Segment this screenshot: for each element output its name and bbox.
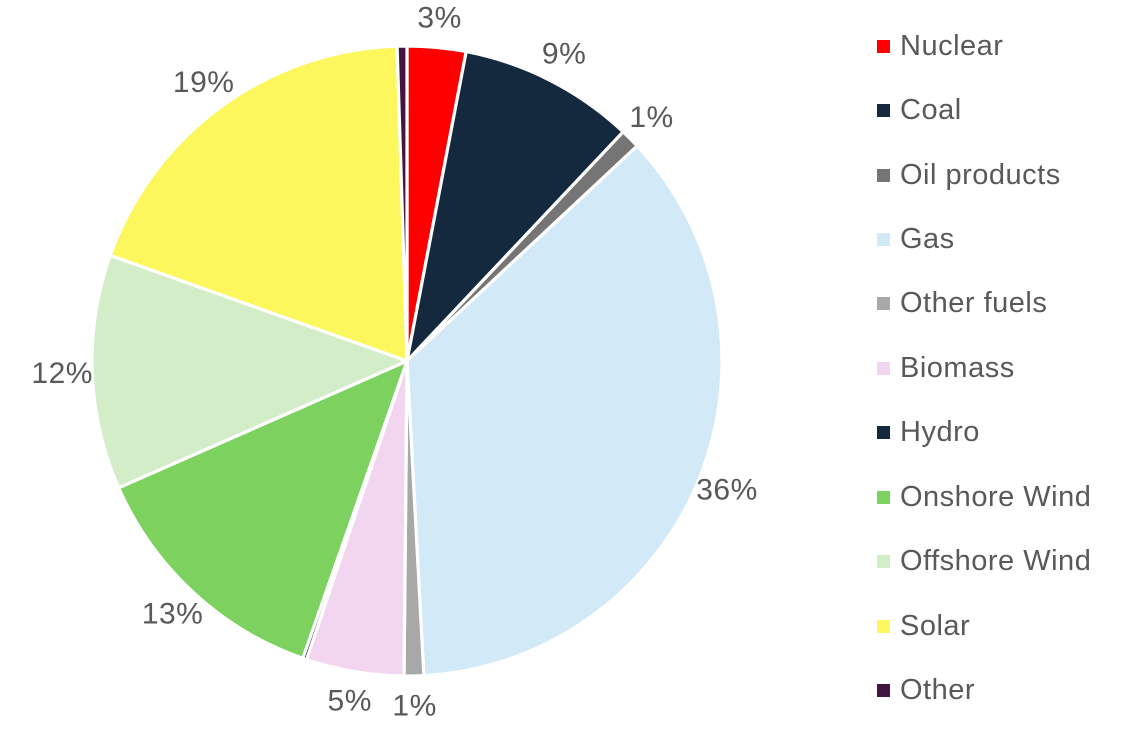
legend-swatch-icon [877,104,890,118]
legend-label: Coal [900,94,962,127]
legend-swatch-icon [877,361,890,375]
legend-swatch-icon [877,426,890,440]
legend-label: Oil products [900,158,1061,191]
pie-label-solar: 19% [173,66,235,99]
pie-label-gas: 36% [696,473,758,506]
chart-legend: Nuclear Coal Oil products Gas Other fuels Bio… [877,14,1091,723]
legend-label: Other [900,674,976,707]
pie-label-offshore-wind: 12% [31,357,93,390]
legend-swatch-icon [877,233,890,247]
legend-item-other: Other [877,658,1091,722]
legend-label: Gas [900,223,955,256]
legend-swatch-icon [877,555,890,569]
pie-label-coal: 9% [542,37,586,70]
legend-item-other-fuels: Other fuels [877,272,1091,336]
pie-label-onshore-wind: 13% [142,598,204,631]
legend-item-coal: Coal [877,78,1091,142]
legend-item-onshore-wind: Onshore Wind [877,465,1091,529]
pie-slice-other [395,44,409,363]
legend-item-oil-products: Oil products [877,143,1091,207]
pie-svg: 3% 9% 1% 36% 1% 5% 13% 12% 19% [31,2,758,723]
legend-label: Onshore Wind [900,480,1092,513]
legend-swatch-icon [877,684,890,698]
pie-slice-gas [405,144,724,678]
legend-item-solar: Solar [877,594,1091,658]
legend-item-biomass: Biomass [877,336,1091,400]
legend-swatch-icon [877,490,890,504]
legend-label: Offshore Wind [900,545,1092,578]
legend-item-gas: Gas [877,207,1091,271]
pie-slice-onshore-wind [117,359,409,660]
legend-label: Other fuels [900,287,1048,320]
legend-label: Hydro [900,416,980,449]
legend-swatch-icon [877,297,890,311]
legend-swatch-icon [877,39,890,53]
legend-label: Biomass [900,351,1015,384]
pie-slice-coal [405,50,625,363]
legend-item-hydro: Hydro [877,401,1091,465]
pie-slice-offshore-wind [90,253,409,490]
pie-label-other-fuels: 1% [392,689,436,722]
legend-label: Solar [900,609,971,642]
legend-label: Nuclear [900,29,1004,62]
legend-swatch-icon [877,619,890,633]
pie-slice-solar [108,44,409,363]
legend-item-offshore-wind: Offshore Wind [877,530,1091,594]
legend-swatch-icon [877,168,890,182]
pie-label-biomass: 5% [328,685,372,718]
pie-label-nuclear: 3% [417,2,461,35]
pie-label-oil-products: 1% [629,101,673,134]
legend-item-nuclear: Nuclear [877,14,1091,78]
